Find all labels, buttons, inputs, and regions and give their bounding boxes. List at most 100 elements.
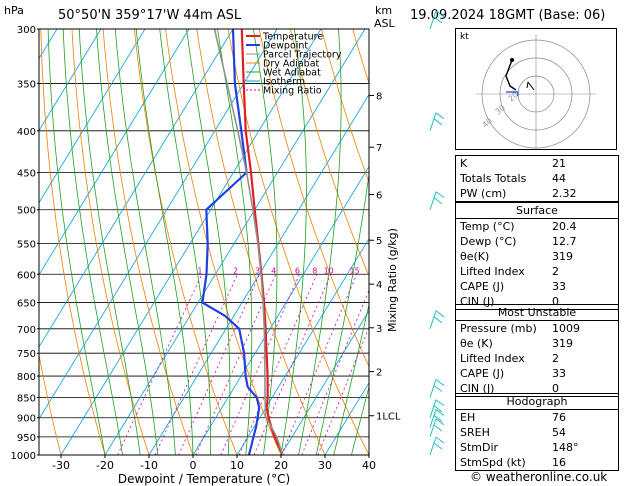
pressure-tick-label: 1000 [11, 451, 36, 462]
km-tick-label: 2 [376, 368, 382, 379]
wind-barb [429, 10, 437, 30]
wind-barb-flag [433, 385, 443, 392]
wind-barb [429, 379, 437, 398]
row-label: Lifted Index [460, 352, 525, 365]
isotherm-line [413, 29, 455, 455]
row-label: Totals Totals [460, 172, 527, 185]
mixing-ratio-label: 8 [312, 266, 317, 275]
asl-label: ASL [374, 17, 395, 30]
temperature-tick-label: 20 [274, 459, 288, 472]
wind-barb-flag [433, 442, 443, 450]
km-tick-label: 8 [376, 91, 382, 102]
legend-label: Temperature [262, 32, 323, 43]
row-value: 20.4 [552, 220, 577, 233]
dry-adiabat-line [40, 29, 106, 455]
mixing-ratio-label: 6 [295, 266, 300, 275]
wind-barb [429, 310, 437, 329]
mixing-ratio-label: 2 [233, 266, 238, 275]
wet-adiabat-line [351, 385, 369, 455]
wet-adiabat-line [298, 29, 342, 455]
hodograph-storm-marker [506, 91, 519, 96]
wind-barb [429, 399, 437, 418]
surface-title: Surface [516, 204, 558, 217]
surface-panel: Surface Temp (°C) 20.4 Dewp (°C) 12.7 θe(K) 3… [455, 202, 619, 310]
legend-label: Wet Adiabat [263, 68, 321, 79]
pressure-tick-label: 400 [17, 127, 36, 138]
mixing-ratio-line [281, 274, 358, 455]
hodograph-endpoint [510, 58, 514, 62]
temperature-tick-label: 10 [230, 459, 244, 472]
isotherm-line [324, 382, 369, 455]
dry-adiabat-line [321, 29, 369, 184]
chart-grid: 1 2 3 4 6 8 10 15 20 25 [39, 29, 455, 455]
most-unstable-title: Most Unstable [497, 306, 577, 319]
credit-text: © weatheronline.co.uk [470, 470, 608, 484]
wet-adiabat-line [62, 29, 123, 455]
wet-adiabat-line [315, 171, 369, 455]
row-value: 54 [552, 426, 566, 439]
row-label: SREH [460, 426, 490, 439]
isotherm-line [60, 29, 322, 455]
legend-label: Isotherm [263, 77, 305, 88]
mixing-ratio-line [301, 289, 369, 455]
row-value: 2.32 [552, 187, 577, 200]
mixing-ratio-label: 1 [197, 266, 202, 275]
dry-adiabat-line [415, 29, 455, 455]
km-label: km [375, 4, 393, 17]
mixing-ratio-line [154, 274, 238, 455]
table-row: θe(K) 319 [456, 249, 618, 264]
pressure-tick-label: 550 [17, 239, 36, 250]
row-value: 12.7 [552, 235, 577, 248]
wet-adiabat-line [114, 29, 176, 455]
wind-barb [429, 112, 437, 131]
row-label: StmDir [460, 441, 499, 454]
row-value: 16 [552, 456, 566, 469]
row-label: K [460, 157, 468, 170]
dry-adiabat-line [39, 352, 62, 455]
table-row: CIN (J) 0 [456, 381, 618, 396]
wind-barb-flag [433, 197, 443, 205]
table-row: Lifted Index 2 [456, 264, 618, 279]
dry-adiabat-line [165, 29, 282, 455]
wind-barb-flag [433, 16, 443, 24]
hpa-label: hPa [4, 4, 24, 17]
mixing-ratio-label: 3 [255, 266, 260, 275]
isotherm-line [39, 29, 146, 204]
skewt-chart: 1 2 3 4 6 8 10 15 20 25 3003504004505005506006507… [11, 10, 455, 486]
table-row: PW (cm) 2.32 [456, 186, 618, 201]
isotherm-line [148, 93, 369, 455]
pressure-tick-label: 950 [17, 433, 36, 444]
wind-barb [429, 436, 437, 456]
row-value: 33 [552, 280, 566, 293]
pressure-tick-label: 650 [17, 299, 36, 310]
km-tick-label: 6 [376, 191, 382, 202]
mixing-ratio-line [238, 274, 318, 455]
table-row: Temp (°C) 20.4 [456, 218, 618, 234]
wind-barb-flag [433, 118, 443, 126]
row-value: 319 [552, 337, 573, 350]
pressure-tick-label: 700 [17, 325, 36, 336]
wet-adiabat-line [78, 29, 141, 455]
mixing-ratio-line [317, 326, 369, 455]
isotherm-line [39, 29, 278, 420]
pressure-tick-label: 600 [17, 270, 36, 281]
wind-barb-flag [435, 310, 445, 318]
table-row: K 21 [456, 156, 618, 171]
chart-series [201, 29, 284, 455]
wet-adiabat-line [253, 29, 278, 455]
table-row: EH 76 [456, 409, 618, 425]
row-value: 0 [552, 295, 559, 308]
plot-frame [38, 28, 370, 456]
wind-barb-flag [435, 191, 445, 199]
row-label: PW (cm) [460, 187, 507, 200]
row-value: 44 [552, 172, 566, 185]
isotherm-line [236, 237, 369, 455]
km-tick-label: 1LCL [376, 412, 401, 423]
dry-adiabat-line [290, 29, 369, 278]
row-value: 2 [552, 352, 559, 365]
table-row: Lifted Index 2 [456, 351, 618, 366]
wind-barb [429, 418, 437, 438]
dry-adiabat-line [134, 29, 238, 455]
table-row: CAPE (J) 33 [456, 279, 618, 294]
